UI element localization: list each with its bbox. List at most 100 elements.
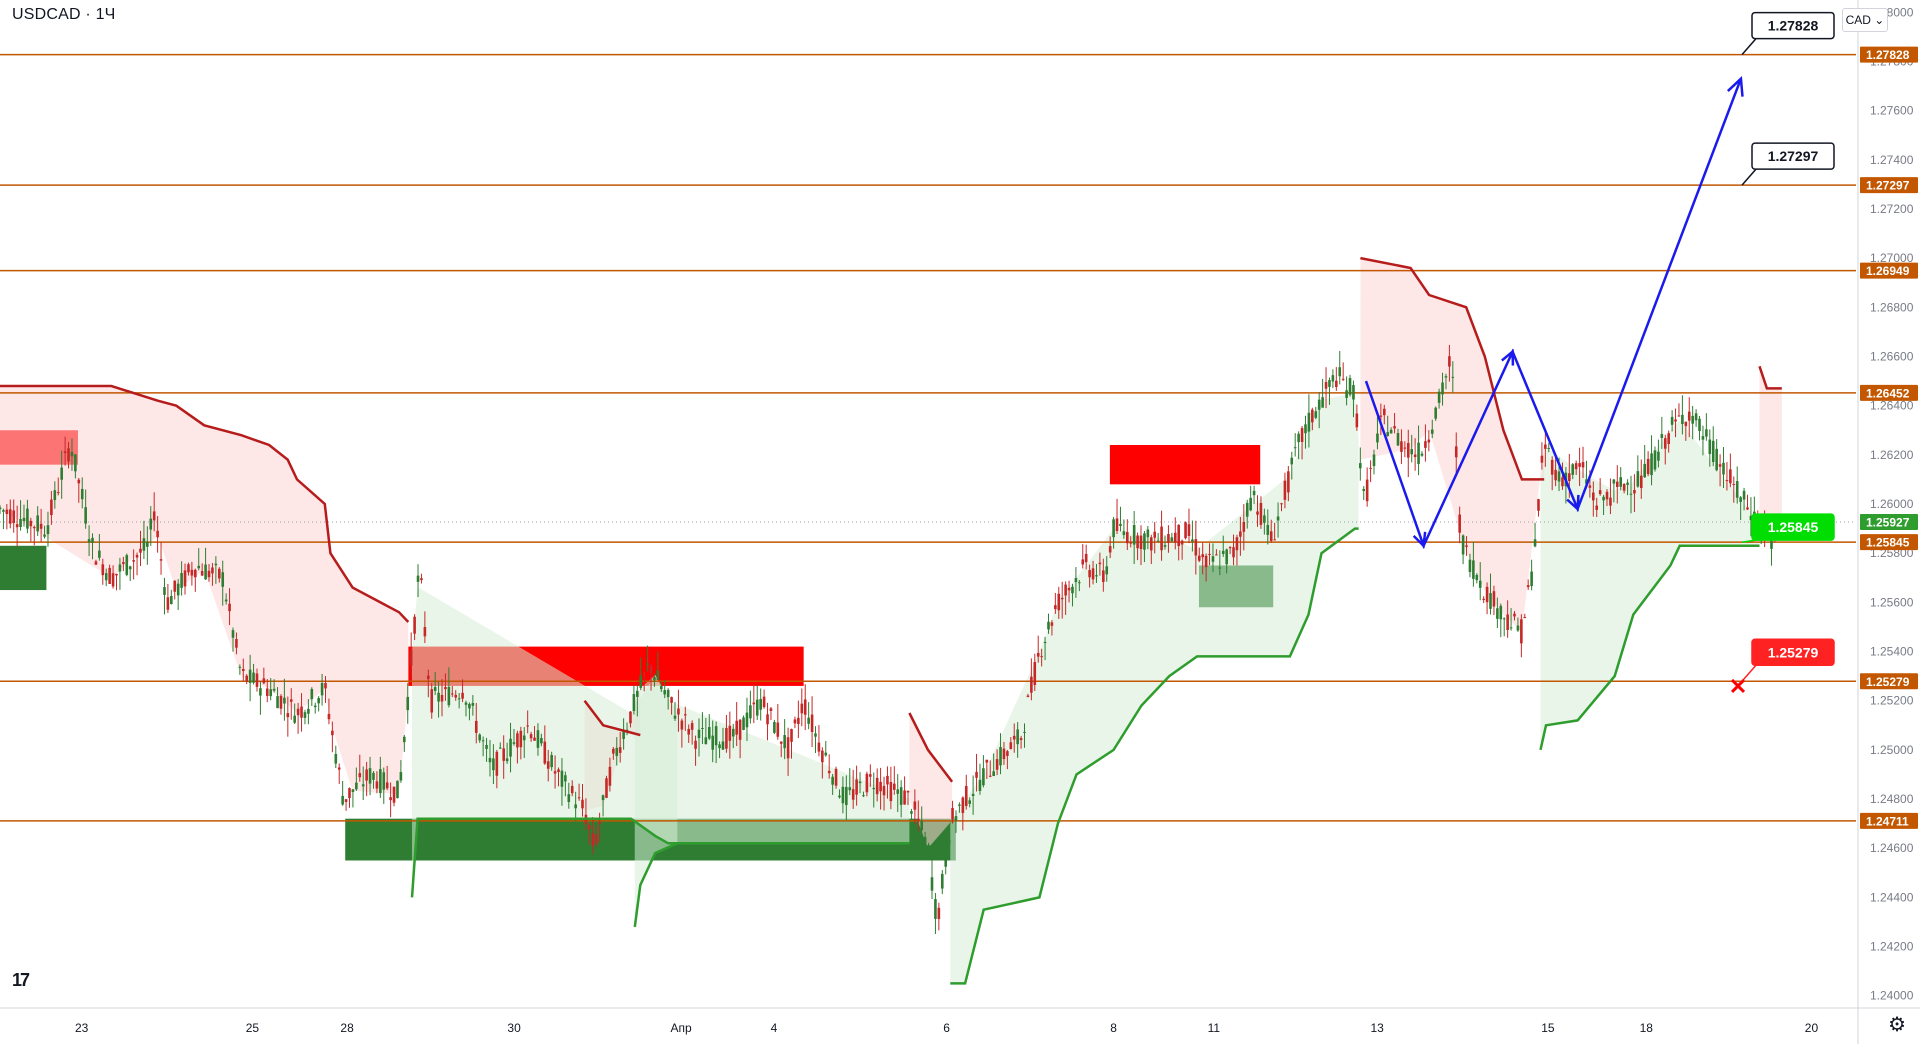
candle-bull: [317, 698, 320, 704]
candle-bear: [937, 907, 941, 920]
candle-bull: [293, 715, 296, 723]
time-tick-label: 4: [771, 1021, 778, 1035]
level-price-label: 1.27297: [1866, 179, 1910, 193]
bear-trailing-stop-line: [583, 699, 641, 737]
candle-bull: [920, 820, 924, 831]
price-tick-label: 1.25000: [1870, 743, 1914, 757]
candle-bull: [944, 849, 948, 867]
candle-bear: [1554, 469, 1557, 481]
candle-bear: [855, 779, 858, 795]
candle-bull: [231, 630, 235, 638]
candle-bear: [1633, 489, 1636, 494]
bear-trailing-stop-line: [908, 712, 954, 783]
candle-bear: [1609, 497, 1612, 506]
gear-icon[interactable]: ⚙: [1888, 1012, 1906, 1036]
candle-bull: [701, 727, 704, 729]
candle-bull: [471, 703, 475, 706]
callout-box: [1751, 513, 1835, 541]
candle-bull: [1191, 539, 1194, 542]
candle-bear: [1256, 511, 1259, 515]
candle-bear: [1355, 413, 1359, 428]
price-tick-label: 1.26600: [1870, 349, 1914, 363]
candle-bear: [1081, 559, 1085, 565]
time-tick-label: 8: [1110, 1021, 1117, 1035]
candle-bear: [211, 567, 214, 574]
candle-bear: [1228, 547, 1232, 549]
demand-zone: [0, 545, 47, 591]
candle-bull: [1263, 515, 1266, 523]
candle-bull: [1348, 378, 1352, 395]
candle-bear: [735, 720, 738, 735]
level-price-label: 1.25279: [1866, 675, 1910, 689]
candle-bull: [1434, 407, 1437, 419]
bull-trailing-stop-line: [1539, 544, 1760, 751]
candle-bear: [1204, 555, 1208, 568]
candle-bear: [670, 697, 673, 703]
candle-bull: [1221, 550, 1225, 555]
candle-bull: [307, 708, 310, 714]
candle-bull: [204, 564, 207, 580]
candle-bull: [814, 733, 817, 737]
current-price-label: 1.25927: [1866, 515, 1910, 529]
candle-bear: [122, 562, 125, 565]
candle-bull: [540, 738, 543, 744]
candle-bear: [94, 561, 98, 565]
candle-bear: [1544, 444, 1547, 449]
candle-bear: [1259, 503, 1263, 525]
candle-bear: [1280, 503, 1283, 505]
candle-bull: [1290, 457, 1294, 465]
candle-bear: [1057, 593, 1061, 611]
candle-bull: [653, 677, 656, 681]
candle-bear: [725, 728, 728, 749]
candle-bull: [1739, 497, 1742, 502]
candle-bear: [529, 734, 533, 739]
candle-bear: [1269, 531, 1273, 541]
candle-bear: [1561, 477, 1564, 487]
candle-bear: [869, 774, 872, 777]
level-price-tag: [1860, 262, 1918, 279]
candle-bull: [1105, 566, 1109, 575]
candle-bear: [1574, 463, 1578, 470]
candle-bear: [1663, 438, 1667, 449]
candle-bull: [862, 795, 865, 797]
candle-bear: [1067, 587, 1071, 591]
candle-bull: [259, 688, 262, 696]
callout-pointer: [1741, 168, 1757, 186]
candle-bear: [108, 567, 111, 584]
candle-bear: [39, 523, 43, 529]
candle-bear: [1084, 553, 1088, 563]
price-callout: 1.27297: [1741, 142, 1835, 186]
candle-bull: [1530, 571, 1533, 587]
candle-bull: [1705, 429, 1708, 437]
price-tick-label: 1.24800: [1870, 792, 1914, 806]
candle-bear: [1667, 433, 1670, 444]
bear-trailing-stop-line: [1360, 256, 1545, 481]
candle-bear: [32, 527, 36, 529]
currency-select[interactable]: CAD ⌄: [1842, 8, 1888, 32]
candle-bull: [923, 836, 927, 849]
candle-bull: [19, 519, 22, 527]
candle-bull: [368, 768, 372, 784]
candle-bear: [1592, 492, 1595, 501]
candle-bull: [437, 692, 440, 702]
candle-bull: [1711, 440, 1715, 463]
candle-bear: [12, 510, 16, 524]
symbol-title[interactable]: USDCAD · 1Ч: [12, 6, 116, 23]
candle-bull: [1225, 549, 1228, 565]
candle-bull: [1547, 447, 1551, 449]
forecast-arrow-head: [1412, 531, 1427, 549]
candle-bear: [1718, 464, 1722, 467]
candle-bear: [1605, 491, 1609, 500]
price-tick-label: 1.27600: [1870, 104, 1914, 118]
candle-bear: [752, 702, 756, 705]
candle-bull: [1352, 385, 1355, 400]
candle-bull: [1657, 451, 1660, 461]
tradingview-logo-icon[interactable]: 17: [12, 970, 44, 994]
candle-bull: [1266, 524, 1270, 535]
candle-bear: [289, 699, 293, 702]
candle-bull: [0, 507, 2, 510]
candle-bull: [560, 770, 564, 787]
candle-bull: [1742, 490, 1746, 500]
